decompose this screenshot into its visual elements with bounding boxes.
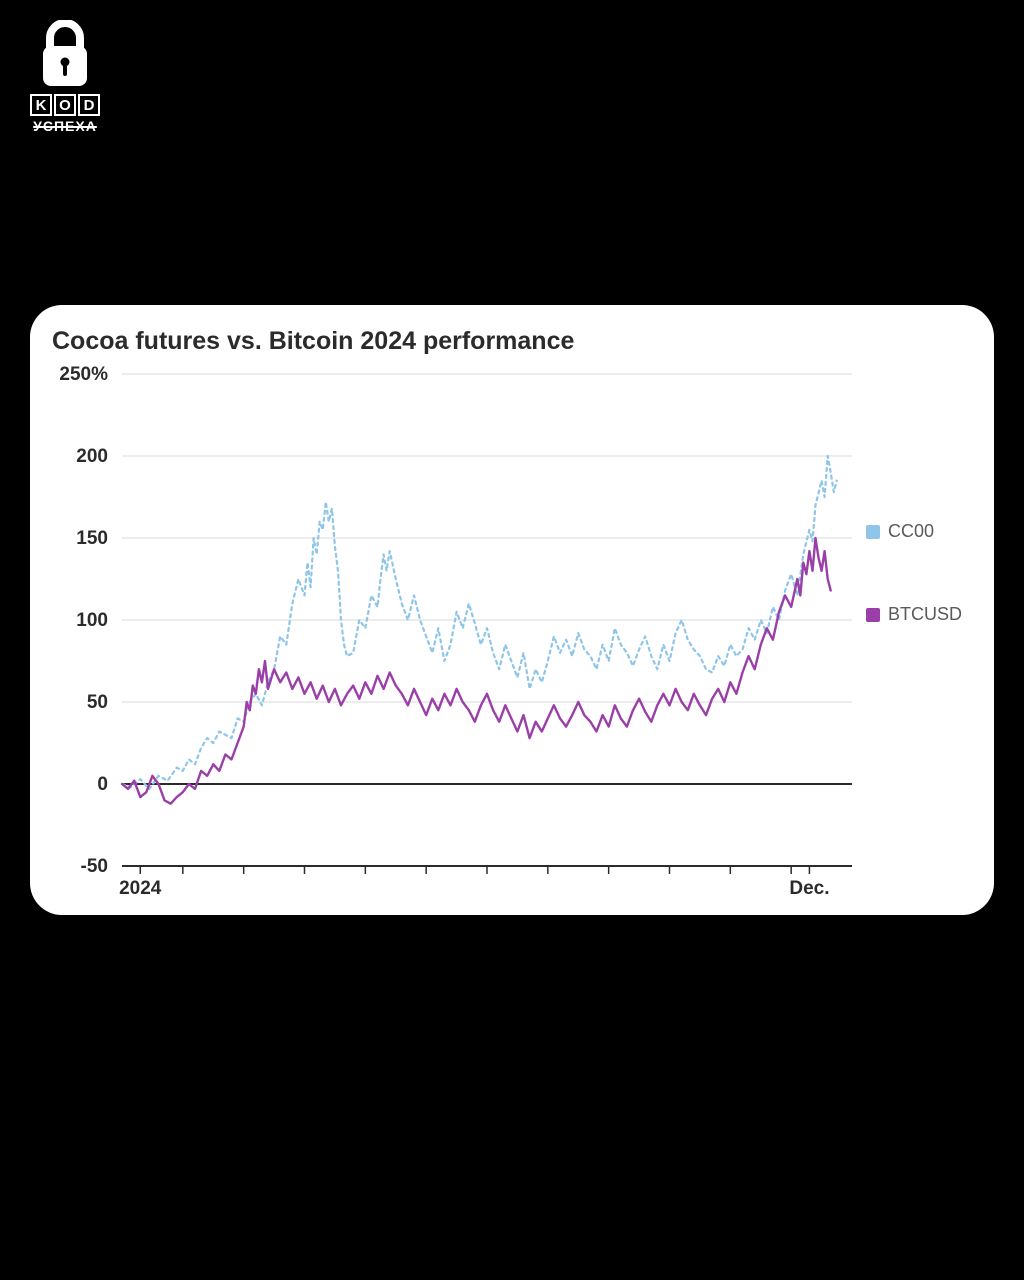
logo-letter: K: [30, 94, 52, 116]
legend-swatch: [866, 525, 880, 539]
lock-icon: [35, 20, 95, 90]
logo-letter: D: [78, 94, 100, 116]
brand-logo: K O D УСПЕХА: [20, 20, 110, 134]
svg-text:-50: -50: [81, 856, 108, 877]
svg-text:50: 50: [87, 692, 108, 713]
legend-label: BTCUSD: [888, 604, 962, 625]
legend-item-btcusd: BTCUSD: [866, 604, 976, 625]
legend-item-cc00: CC00: [866, 521, 976, 542]
chart-card: Cocoa futures vs. Bitcoin 2024 performan…: [30, 305, 994, 915]
logo-kod-letters: K O D: [20, 94, 110, 116]
svg-text:200: 200: [76, 446, 108, 467]
line-chart: 250% 200 150 100 50 0 -50 2024 Dec.: [52, 366, 862, 906]
chart-legend: CC00 BTCUSD: [866, 521, 976, 687]
svg-text:2024: 2024: [119, 878, 162, 899]
svg-text:150: 150: [76, 528, 108, 549]
legend-label: CC00: [888, 521, 934, 542]
svg-text:100: 100: [76, 610, 108, 631]
svg-text:0: 0: [97, 774, 108, 795]
chart-title: Cocoa futures vs. Bitcoin 2024 performan…: [52, 327, 976, 356]
svg-text:250%: 250%: [59, 366, 108, 385]
svg-text:Dec.: Dec.: [789, 878, 829, 899]
legend-swatch: [866, 608, 880, 622]
logo-letter: O: [54, 94, 76, 116]
logo-subtext: УСПЕХА: [20, 118, 110, 134]
chart-area: 250% 200 150 100 50 0 -50 2024 Dec. CC00 BTCUSD: [52, 366, 976, 906]
